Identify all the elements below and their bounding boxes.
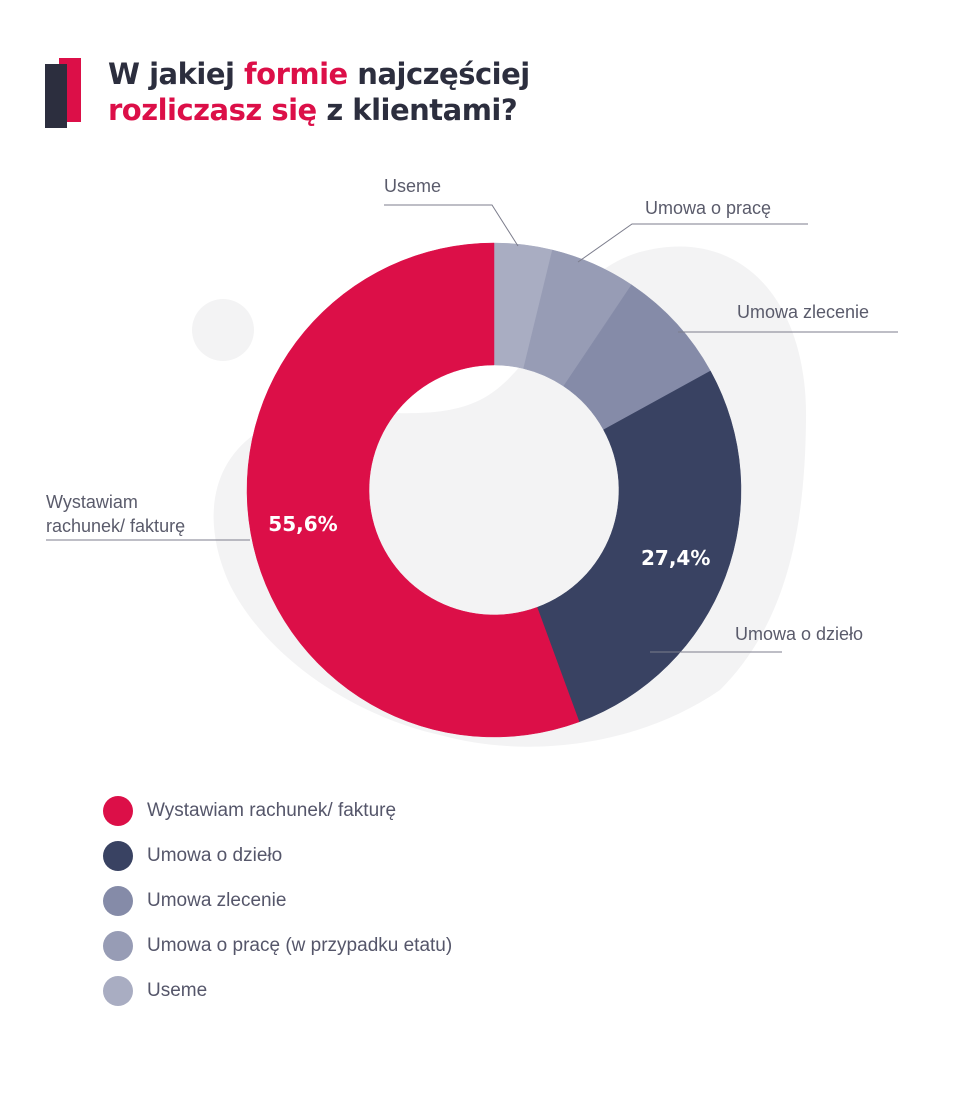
background-blob-small: [192, 299, 254, 361]
legend-label: Umowa o dzieło: [147, 844, 283, 866]
chart-title: W jakiej formie najczęściej rozliczasz si…: [108, 56, 530, 128]
callout-line: Useme: [384, 176, 441, 196]
title-part-1: W jakiej: [108, 57, 245, 91]
legend-item: Useme: [103, 968, 452, 1013]
legend-item: Umowa o pracę (w przypadku etatu): [103, 923, 452, 968]
callout-line: Umowa o dzieło: [735, 624, 863, 644]
legend-label: Wystawiam rachunek/ fakturę: [147, 799, 397, 821]
title-accent-2: rozliczasz się: [108, 93, 317, 127]
legend-item: Wystawiam rachunek/ fakturę: [103, 788, 452, 833]
legend-dot: [103, 885, 133, 916]
callout-line: Wystawiam: [46, 492, 138, 512]
legend-label: Useme: [147, 979, 208, 1001]
value-label: 27,4%: [641, 546, 710, 570]
callout-line: Umowa zlecenie: [737, 302, 869, 322]
legend-item: Umowa o dzieło: [103, 833, 452, 878]
title-part-2: najczęściej: [347, 57, 530, 91]
callout-labels: Useme Umowa o pracę Umowa zlecenie Umowa o …: [46, 176, 869, 644]
callout-label: Useme: [384, 176, 441, 196]
legend-dot: [103, 930, 133, 961]
legend-dot: [103, 795, 133, 826]
donut-slices: [246, 242, 742, 738]
slice-wystawiam-rachunek-fakture: [246, 242, 580, 738]
leader-lines: [46, 204, 898, 653]
callout-label: Wystawiam rachunek/ fakturę: [46, 492, 185, 536]
title-accent-1: formie: [244, 57, 348, 91]
callout-label: Umowa o dzieło: [735, 624, 863, 644]
slice-umowa-o-dzielo: [536, 370, 742, 723]
callout-line: rachunek/ fakturę: [46, 516, 185, 536]
legend-dot: [103, 975, 133, 1006]
callout-label: Umowa o pracę: [645, 198, 771, 218]
value-labels: 27,4% 55,6%: [268, 512, 710, 570]
legend-label: Umowa zlecenie: [147, 889, 287, 911]
value-label: 55,6%: [268, 512, 337, 536]
leader-line: [577, 223, 808, 263]
title-mark-dark-bar: [45, 64, 67, 128]
legend-label: Umowa o pracę (w przypadku etatu): [147, 934, 453, 956]
donut-chart: 27,4% 55,6% Useme Umowa o pracę Umowa zlece…: [46, 176, 898, 747]
title-accent-mark: [45, 58, 81, 128]
callout-label: Umowa zlecenie: [737, 302, 869, 322]
leader-line: [384, 204, 519, 247]
legend-item: Umowa zlecenie: [103, 878, 452, 923]
legend-dot: [103, 840, 133, 871]
callout-line: Umowa o pracę: [645, 198, 771, 218]
legend: Wystawiam rachunek/ fakturę Umowa o dzie…: [103, 788, 452, 1013]
title-part-3: z klientami?: [316, 93, 518, 127]
